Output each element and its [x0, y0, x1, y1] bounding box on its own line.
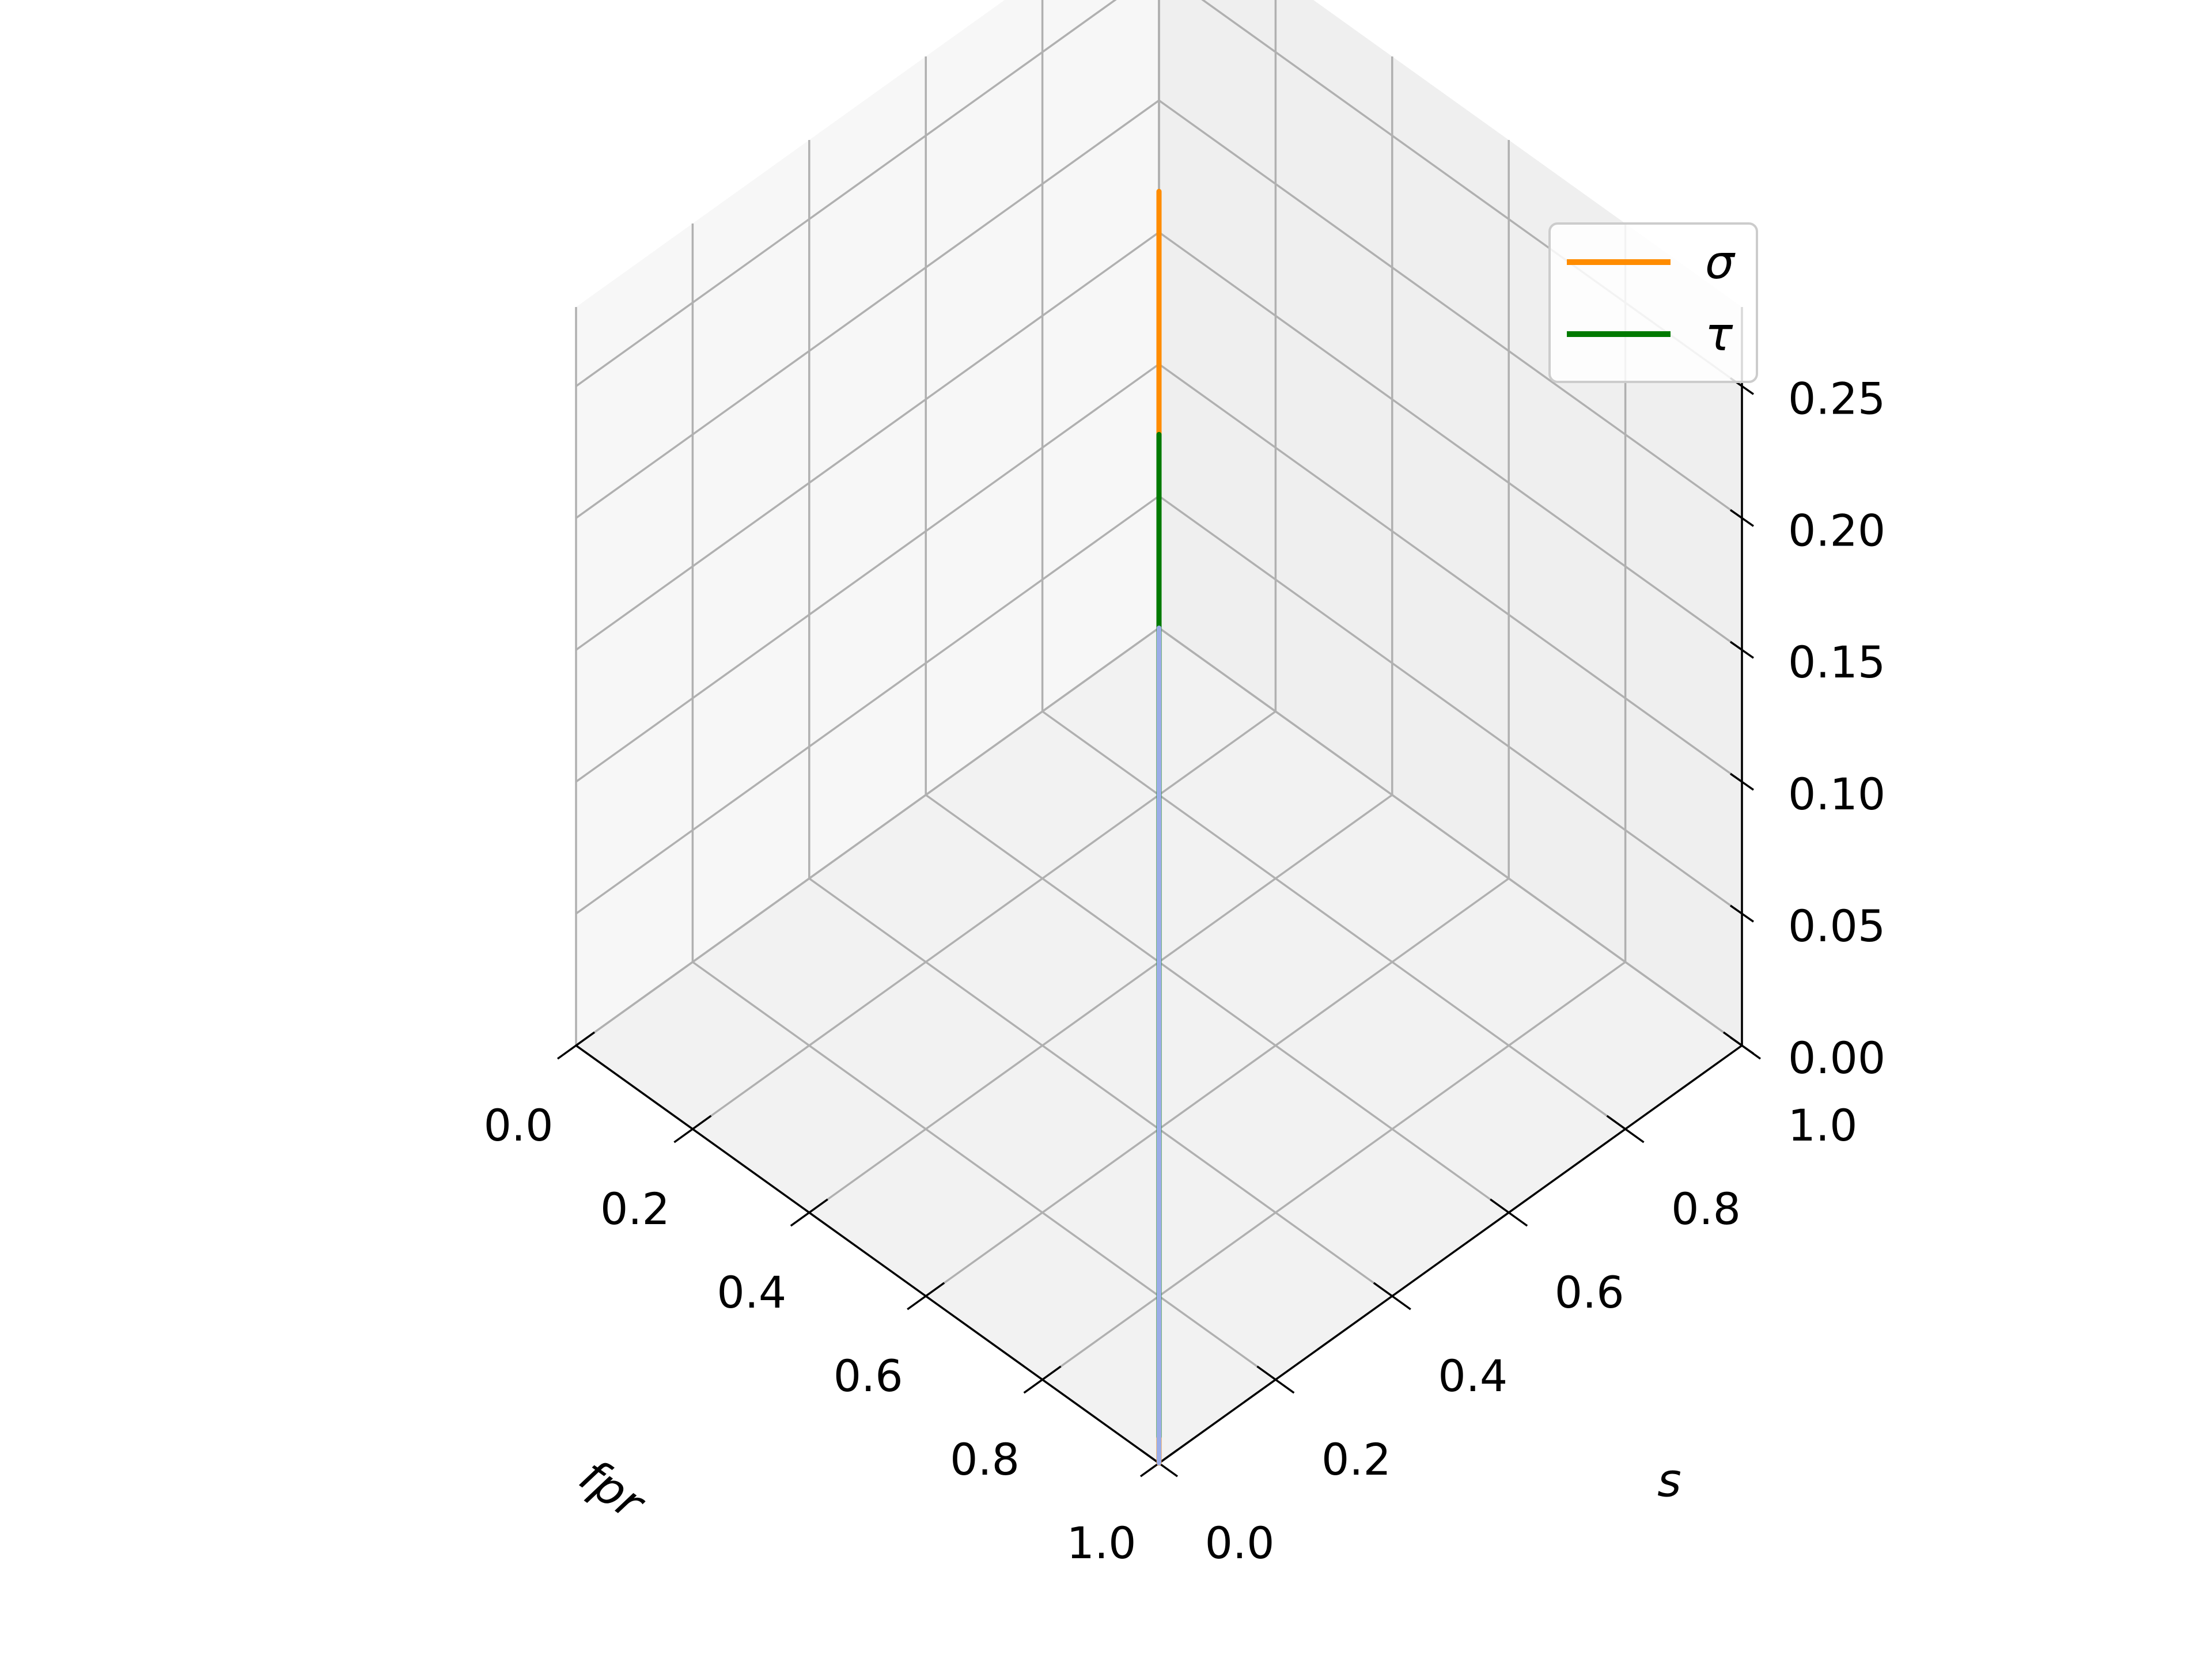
z-tick-label-3: 0.15	[1788, 637, 1885, 688]
y-tick-2	[1373, 1282, 1411, 1310]
y-axis-label: s	[1657, 1454, 1681, 1508]
x-tick-4	[1023, 1365, 1062, 1394]
z-tick-4	[1729, 509, 1755, 527]
x-tick-0	[556, 1031, 596, 1060]
x-tick-label-1: 0.2	[600, 1183, 670, 1234]
z-tick-1	[1729, 904, 1755, 923]
y-tick-label-4: 0.8	[1671, 1183, 1741, 1234]
x-tick-label-5: 1.0	[1067, 1517, 1137, 1569]
y-tick-3	[1490, 1198, 1528, 1227]
legend: σ τ	[1548, 222, 1758, 383]
legend-label-tau: τ	[1705, 308, 1733, 361]
x-tick-3	[907, 1282, 945, 1310]
y-tick-label-2: 0.4	[1438, 1350, 1508, 1402]
z-tick-label-2: 0.10	[1788, 768, 1885, 820]
y-tick-label-5: 1.0	[1788, 1100, 1858, 1151]
x-axis-label: fpr	[570, 1449, 656, 1532]
z-tick-label-1: 0.05	[1788, 900, 1885, 952]
y-tick-label-3: 0.6	[1555, 1267, 1624, 1318]
x-axis-line	[575, 1044, 1160, 1464]
z-tick-3	[1729, 641, 1755, 659]
y-axis-line	[1158, 1044, 1743, 1464]
x-tick-1	[673, 1115, 712, 1143]
z-tick-label-4: 0.20	[1788, 505, 1885, 556]
z-tick-0	[1729, 1036, 1755, 1055]
tick-labels: 0.0 0.2 0.4 0.6 0.8 1.0 0.0 0.2 0.4 0.6 0.8 1.0 0.00…	[484, 373, 1886, 1569]
z-tick-label-5: 0.25	[1788, 373, 1885, 424]
y-tick-4	[1606, 1115, 1645, 1143]
axes	[556, 307, 1762, 1478]
x-tick-label-4: 0.8	[950, 1434, 1020, 1485]
x-tick-label-0: 0.0	[484, 1100, 554, 1151]
y-tick-label-0: 0.0	[1205, 1517, 1275, 1569]
x-tick-label-3: 0.6	[834, 1350, 903, 1402]
legend-label-sigma: σ	[1705, 236, 1736, 289]
grid-line-z-5	[575, 0, 1743, 387]
z-tick-label-0: 0.00	[1788, 1032, 1885, 1084]
x-tick-label-2: 0.4	[717, 1267, 786, 1318]
x-tick-2	[790, 1198, 828, 1227]
back-left-pane	[576, 0, 1159, 1046]
y-tick-label-1: 0.2	[1321, 1434, 1391, 1485]
z-tick-2	[1729, 772, 1755, 791]
y-tick-1	[1256, 1365, 1295, 1394]
